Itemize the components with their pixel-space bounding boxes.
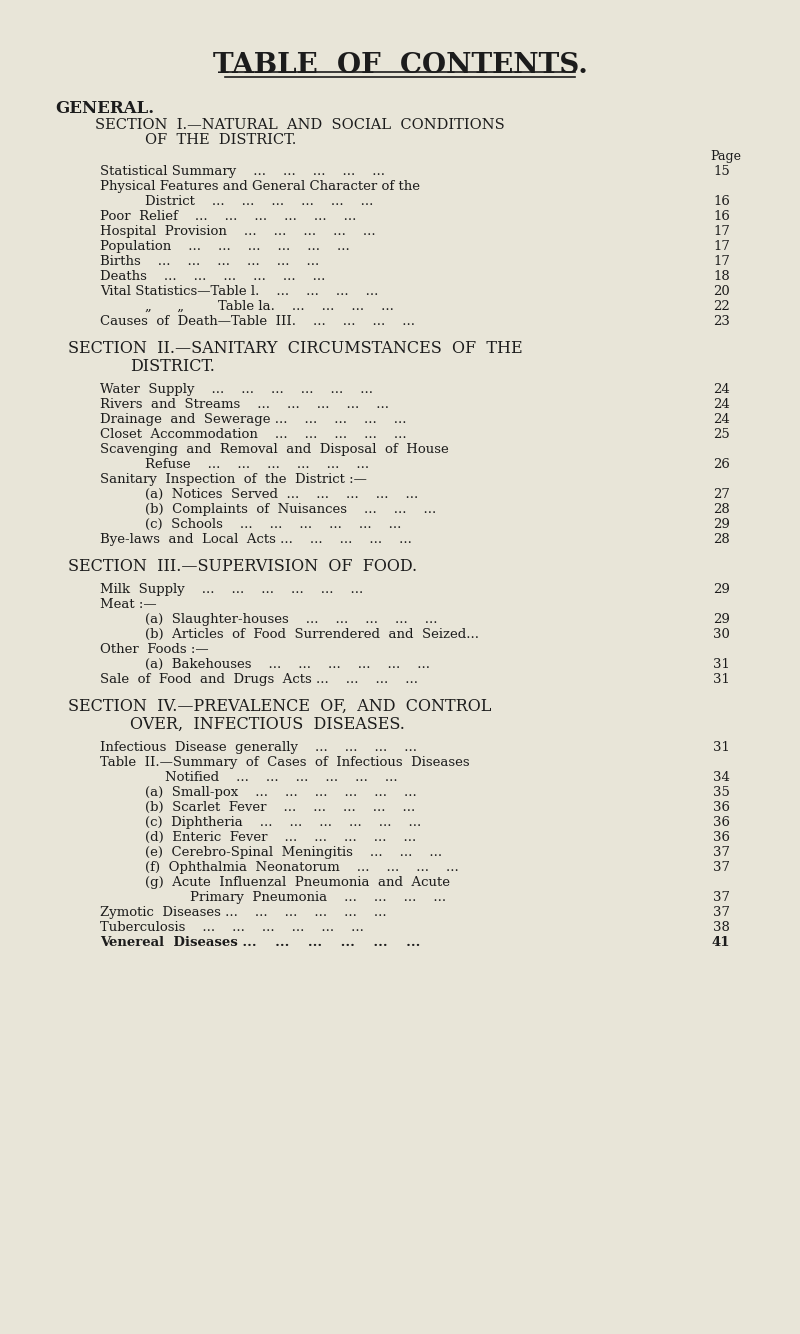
Text: 31: 31 bbox=[713, 672, 730, 686]
Text: 37: 37 bbox=[713, 860, 730, 874]
Text: OF  THE  DISTRICT.: OF THE DISTRICT. bbox=[145, 133, 296, 147]
Text: „      „        Table la.    ...    ...    ...    ...: „ „ Table la. ... ... ... ... bbox=[145, 300, 394, 313]
Text: 22: 22 bbox=[714, 300, 730, 313]
Text: Bye-laws  and  Local  Acts ...    ...    ...    ...    ...: Bye-laws and Local Acts ... ... ... ... … bbox=[100, 534, 412, 546]
Text: SECTION  III.—SUPERVISION  OF  FOOD.: SECTION III.—SUPERVISION OF FOOD. bbox=[68, 558, 417, 575]
Text: (a)  Bakehouses    ...    ...    ...    ...    ...    ...: (a) Bakehouses ... ... ... ... ... ... bbox=[145, 658, 430, 671]
Text: Deaths    ...    ...    ...    ...    ...    ...: Deaths ... ... ... ... ... ... bbox=[100, 269, 326, 283]
Text: 30: 30 bbox=[713, 628, 730, 642]
Text: SECTION  IV.—PREVALENCE  OF,  AND  CONTROL: SECTION IV.—PREVALENCE OF, AND CONTROL bbox=[68, 698, 491, 715]
Text: (b)  Complaints  of  Nuisances    ...    ...    ...: (b) Complaints of Nuisances ... ... ... bbox=[145, 503, 436, 516]
Text: 29: 29 bbox=[713, 583, 730, 596]
Text: 24: 24 bbox=[714, 383, 730, 396]
Text: 24: 24 bbox=[714, 414, 730, 426]
Text: Other  Foods :—: Other Foods :— bbox=[100, 643, 209, 656]
Text: 28: 28 bbox=[714, 534, 730, 546]
Text: Physical Features and General Character of the: Physical Features and General Character … bbox=[100, 180, 420, 193]
Text: Sale  of  Food  and  Drugs  Acts ...    ...    ...    ...: Sale of Food and Drugs Acts ... ... ... … bbox=[100, 672, 418, 686]
Text: 24: 24 bbox=[714, 398, 730, 411]
Text: 28: 28 bbox=[714, 503, 730, 516]
Text: 16: 16 bbox=[713, 209, 730, 223]
Text: (d)  Enteric  Fever    ...    ...    ...    ...    ...: (d) Enteric Fever ... ... ... ... ... bbox=[145, 831, 416, 844]
Text: SECTION  II.—SANITARY  CIRCUMSTANCES  OF  THE: SECTION II.—SANITARY CIRCUMSTANCES OF TH… bbox=[68, 340, 522, 358]
Text: Poor  Relief    ...    ...    ...    ...    ...    ...: Poor Relief ... ... ... ... ... ... bbox=[100, 209, 356, 223]
Text: (c)  Schools    ...    ...    ...    ...    ...    ...: (c) Schools ... ... ... ... ... ... bbox=[145, 518, 402, 531]
Text: Meat :—: Meat :— bbox=[100, 598, 157, 611]
Text: 38: 38 bbox=[713, 920, 730, 934]
Text: 31: 31 bbox=[713, 740, 730, 754]
Text: (a)  Notices  Served  ...    ...    ...    ...    ...: (a) Notices Served ... ... ... ... ... bbox=[145, 488, 418, 502]
Text: 36: 36 bbox=[713, 816, 730, 828]
Text: Causes  of  Death—Table  III.    ...    ...    ...    ...: Causes of Death—Table III. ... ... ... .… bbox=[100, 315, 415, 328]
Text: 41: 41 bbox=[711, 936, 730, 948]
Text: Closet  Accommodation    ...    ...    ...    ...    ...: Closet Accommodation ... ... ... ... ... bbox=[100, 428, 406, 442]
Text: Table  II.—Summary  of  Cases  of  Infectious  Diseases: Table II.—Summary of Cases of Infectious… bbox=[100, 756, 470, 768]
Text: 36: 36 bbox=[713, 831, 730, 844]
Text: District    ...    ...    ...    ...    ...    ...: District ... ... ... ... ... ... bbox=[145, 195, 374, 208]
Text: Rivers  and  Streams    ...    ...    ...    ...    ...: Rivers and Streams ... ... ... ... ... bbox=[100, 398, 389, 411]
Text: (e)  Cerebro-Spinal  Meningitis    ...    ...    ...: (e) Cerebro-Spinal Meningitis ... ... ..… bbox=[145, 846, 442, 859]
Text: Population    ...    ...    ...    ...    ...    ...: Population ... ... ... ... ... ... bbox=[100, 240, 350, 253]
Text: Sanitary  Inspection  of  the  District :—: Sanitary Inspection of the District :— bbox=[100, 474, 367, 486]
Text: Primary  Pneumonia    ...    ...    ...    ...: Primary Pneumonia ... ... ... ... bbox=[190, 891, 446, 904]
Text: 23: 23 bbox=[713, 315, 730, 328]
Text: 37: 37 bbox=[713, 891, 730, 904]
Text: (g)  Acute  Influenzal  Pneumonia  and  Acute: (g) Acute Influenzal Pneumonia and Acute bbox=[145, 876, 450, 888]
Text: Milk  Supply    ...    ...    ...    ...    ...    ...: Milk Supply ... ... ... ... ... ... bbox=[100, 583, 363, 596]
Text: Page: Page bbox=[710, 149, 741, 163]
Text: (b)  Scarlet  Fever    ...    ...    ...    ...    ...: (b) Scarlet Fever ... ... ... ... ... bbox=[145, 800, 415, 814]
Text: 18: 18 bbox=[714, 269, 730, 283]
Text: 17: 17 bbox=[713, 255, 730, 268]
Text: 26: 26 bbox=[713, 458, 730, 471]
Text: 20: 20 bbox=[714, 285, 730, 297]
Text: Zymotic  Diseases ...    ...    ...    ...    ...    ...: Zymotic Diseases ... ... ... ... ... ... bbox=[100, 906, 386, 919]
Text: 17: 17 bbox=[713, 225, 730, 237]
Text: (f)  Ophthalmia  Neonatorum    ...    ...    ...    ...: (f) Ophthalmia Neonatorum ... ... ... ..… bbox=[145, 860, 458, 874]
Text: Births    ...    ...    ...    ...    ...    ...: Births ... ... ... ... ... ... bbox=[100, 255, 319, 268]
Text: Drainage  and  Sewerage ...    ...    ...    ...    ...: Drainage and Sewerage ... ... ... ... ..… bbox=[100, 414, 406, 426]
Text: Statistical Summary    ...    ...    ...    ...    ...: Statistical Summary ... ... ... ... ... bbox=[100, 165, 385, 177]
Text: 16: 16 bbox=[713, 195, 730, 208]
Text: (b)  Articles  of  Food  Surrendered  and  Seized...: (b) Articles of Food Surrendered and Sei… bbox=[145, 628, 479, 642]
Text: 35: 35 bbox=[713, 786, 730, 799]
Text: 25: 25 bbox=[714, 428, 730, 442]
Text: Notified    ...    ...    ...    ...    ...    ...: Notified ... ... ... ... ... ... bbox=[165, 771, 398, 784]
Text: Tuberculosis    ...    ...    ...    ...    ...    ...: Tuberculosis ... ... ... ... ... ... bbox=[100, 920, 364, 934]
Text: Venereal  Diseases ...    ...    ...    ...    ...    ...: Venereal Diseases ... ... ... ... ... ..… bbox=[100, 936, 420, 948]
Text: Hospital  Provision    ...    ...    ...    ...    ...: Hospital Provision ... ... ... ... ... bbox=[100, 225, 376, 237]
Text: Infectious  Disease  generally    ...    ...    ...    ...: Infectious Disease generally ... ... ...… bbox=[100, 740, 417, 754]
Text: Scavenging  and  Removal  and  Disposal  of  House: Scavenging and Removal and Disposal of H… bbox=[100, 443, 449, 456]
Text: (a)  Slaughter-houses    ...    ...    ...    ...    ...: (a) Slaughter-houses ... ... ... ... ... bbox=[145, 614, 438, 626]
Text: GENERAL.: GENERAL. bbox=[55, 100, 154, 117]
Text: 37: 37 bbox=[713, 906, 730, 919]
Text: SECTION  I.—NATURAL  AND  SOCIAL  CONDITIONS: SECTION I.—NATURAL AND SOCIAL CONDITIONS bbox=[95, 117, 505, 132]
Text: 36: 36 bbox=[713, 800, 730, 814]
Text: 29: 29 bbox=[713, 614, 730, 626]
Text: 34: 34 bbox=[713, 771, 730, 784]
Text: 27: 27 bbox=[713, 488, 730, 502]
Text: Water  Supply    ...    ...    ...    ...    ...    ...: Water Supply ... ... ... ... ... ... bbox=[100, 383, 373, 396]
Text: 15: 15 bbox=[714, 165, 730, 177]
Text: DISTRICT.: DISTRICT. bbox=[130, 358, 215, 375]
Text: Vital Statistics—Table l.    ...    ...    ...    ...: Vital Statistics—Table l. ... ... ... ..… bbox=[100, 285, 378, 297]
Text: 31: 31 bbox=[713, 658, 730, 671]
Text: (c)  Diphtheria    ...    ...    ...    ...    ...    ...: (c) Diphtheria ... ... ... ... ... ... bbox=[145, 816, 422, 828]
Text: Refuse    ...    ...    ...    ...    ...    ...: Refuse ... ... ... ... ... ... bbox=[145, 458, 369, 471]
Text: 29: 29 bbox=[713, 518, 730, 531]
Text: 37: 37 bbox=[713, 846, 730, 859]
Text: OVER,  INFECTIOUS  DISEASES.: OVER, INFECTIOUS DISEASES. bbox=[130, 716, 405, 732]
Text: 17: 17 bbox=[713, 240, 730, 253]
Text: (a)  Small-pox    ...    ...    ...    ...    ...    ...: (a) Small-pox ... ... ... ... ... ... bbox=[145, 786, 417, 799]
Text: TABLE  OF  CONTENTS.: TABLE OF CONTENTS. bbox=[213, 52, 587, 79]
